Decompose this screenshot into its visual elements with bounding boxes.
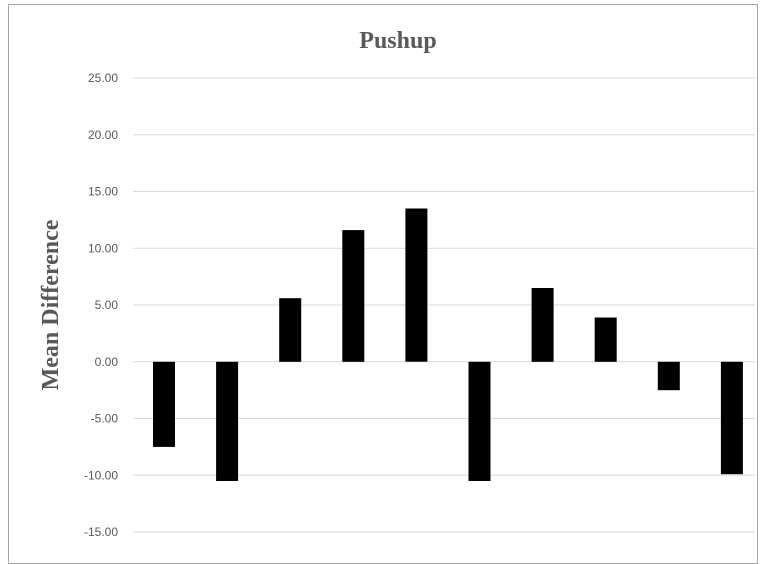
y-axis-title: Mean Difference [38,219,64,390]
bar [657,361,680,391]
bar [594,317,617,362]
chart-title: Pushup [359,28,436,54]
y-tick-label: 15.00 [88,185,118,199]
bar [468,361,491,481]
bar [531,288,554,362]
y-tick-label: -15.00 [84,525,118,539]
gridlines [133,77,755,533]
y-tick-label: 0.00 [95,355,119,369]
bar [405,208,428,362]
y-tick-labels: 25.00 20.00 15.00 10.00 5.00 0.00 -5.00 -10.00 -… [84,71,118,539]
bar [279,298,302,362]
bar [720,361,743,475]
y-tick-label: 25.00 [88,71,118,85]
bars [153,208,743,481]
y-tick-label: 10.00 [88,241,118,255]
bar [153,361,175,447]
bar [342,230,365,362]
y-tick-label: 5.00 [95,298,119,312]
y-tick-label: -10.00 [84,468,118,482]
bar [216,361,239,481]
chart-frame [8,4,758,564]
y-tick-label: -5.00 [91,412,119,426]
y-tick-label: 20.00 [88,128,118,142]
bar-chart: 25.00 20.00 15.00 10.00 5.00 0.00 -5.00 -10.00 -… [38,28,755,539]
